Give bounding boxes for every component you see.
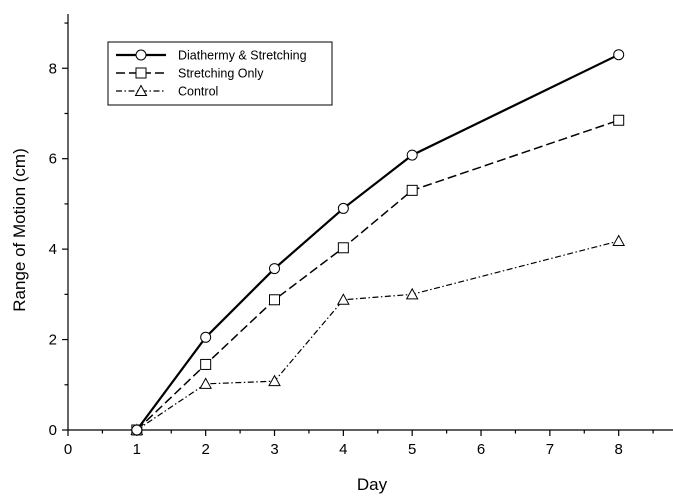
data-point	[200, 358, 212, 370]
x-tick-label: 6	[477, 441, 485, 458]
x-tick-label: 1	[133, 441, 141, 458]
y-tick-label: 2	[49, 332, 57, 349]
legend-swatch-marker	[134, 84, 148, 96]
legend-entry-label: Diathermy & Stretching	[178, 49, 307, 63]
x-tick-label: 0	[64, 441, 72, 458]
x-tick-label: 5	[408, 441, 416, 458]
data-point	[405, 287, 419, 300]
series-line	[136, 119, 619, 431]
axes: 0 1 2 3 4 5 6 7 8 0 2 4 6 8	[49, 14, 673, 458]
x-axis-title: Day	[357, 475, 388, 494]
data-point	[337, 202, 349, 214]
data-point	[613, 114, 625, 126]
data-point	[406, 149, 418, 161]
x-tick-label: 4	[339, 441, 347, 458]
data-point	[337, 293, 350, 305]
series-layer	[130, 49, 626, 436]
y-axis-title: Range of Motion (cm)	[10, 148, 29, 311]
data-point	[612, 234, 626, 246]
data-point	[268, 374, 281, 387]
series-circle	[131, 49, 625, 436]
series-line	[136, 240, 619, 431]
legend-swatch-marker	[135, 49, 147, 61]
series-triangle	[130, 234, 626, 435]
x-tick-label: 8	[615, 441, 623, 458]
x-tick-label: 2	[202, 441, 210, 458]
data-point	[337, 242, 349, 254]
x-tick-label: 3	[270, 441, 278, 458]
data-point	[269, 263, 281, 275]
y-tick-label: 4	[49, 241, 57, 258]
y-tick-label: 0	[49, 422, 57, 439]
y-tick-label: 8	[49, 60, 57, 77]
x-tick-label: 7	[546, 441, 554, 458]
data-point	[199, 377, 213, 389]
series-line	[135, 53, 620, 431]
legend-entry-label: Stretching Only	[178, 67, 264, 81]
legend-swatch-marker	[135, 67, 147, 79]
data-point	[200, 331, 212, 343]
y-tick-label: 6	[49, 151, 57, 168]
legend: Diathermy & Stretching Stretching Only Con…	[107, 41, 333, 106]
legend-entry-label: Control	[178, 85, 218, 99]
data-point	[406, 184, 418, 196]
data-point	[269, 294, 281, 306]
data-point	[131, 424, 143, 436]
data-point	[613, 49, 625, 61]
